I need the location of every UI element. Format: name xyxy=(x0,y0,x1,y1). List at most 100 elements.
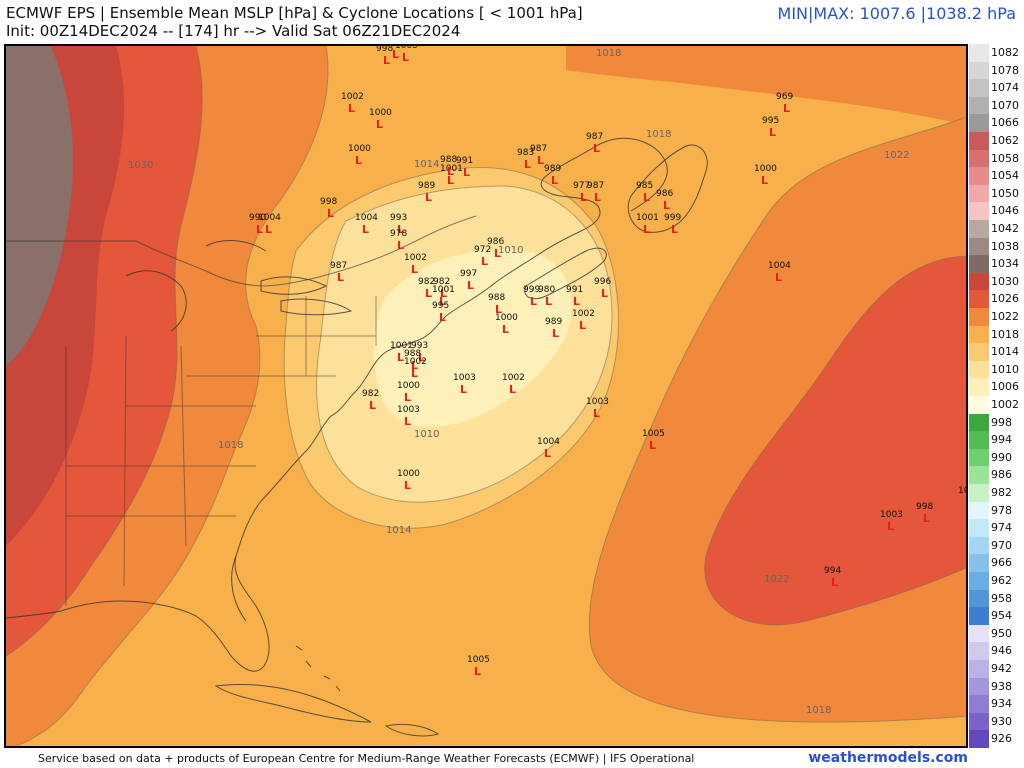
legend-label: 1078 xyxy=(991,63,1019,77)
cyclone-pressure-label: 998 xyxy=(376,46,393,54)
low-pressure-icon: L xyxy=(392,48,399,61)
cyclone-pressure-label: 999 xyxy=(523,285,540,295)
low-pressure-icon: L xyxy=(887,520,894,533)
isobar-label: 1022 xyxy=(764,574,789,585)
isobar-label: 1018 xyxy=(596,48,621,59)
low-pressure-icon: L xyxy=(447,174,454,187)
legend-swatch xyxy=(969,255,989,273)
legend-label: 946 xyxy=(991,644,1012,658)
cyclone-markers: 997L998L1005L1002L1000L1000L989L1001L988… xyxy=(249,46,968,678)
cyclone-pressure-label: 993 xyxy=(411,341,428,351)
cyclone-pressure-label: 988 xyxy=(488,293,505,303)
low-pressure-icon: L xyxy=(831,576,838,589)
legend-swatch xyxy=(969,325,989,344)
cyclone-pressure-label: 986 xyxy=(656,189,673,199)
legend-swatch xyxy=(969,132,989,150)
cyclone-pressure-label: 1000 xyxy=(369,108,392,118)
state-boundaries xyxy=(65,296,377,606)
low-pressure-icon: L xyxy=(411,263,418,276)
legend-label: 938 xyxy=(991,679,1012,693)
low-pressure-icon: L xyxy=(397,239,404,252)
low-pressure-icon: L xyxy=(440,287,447,300)
legend-swatch xyxy=(969,308,989,326)
isobar-label: 1018 xyxy=(646,129,671,140)
low-pressure-icon: L xyxy=(467,279,474,292)
cyclone-pressure-label: 1000 xyxy=(495,313,518,323)
legend-entry: 1046 xyxy=(969,202,1024,220)
isobar-label: 1010 xyxy=(498,245,523,256)
low-pressure-icon: L xyxy=(594,191,601,204)
legend-label: 1010 xyxy=(991,362,1019,376)
cyclone-pressure-label: 1004 xyxy=(355,213,378,223)
legend-swatch xyxy=(969,501,989,520)
cyclone-pressure-label: 972 xyxy=(474,245,491,255)
low-pressure-icon: L xyxy=(649,439,656,452)
coastline-florida xyxy=(231,555,247,622)
legend-entry: 990 xyxy=(969,448,1024,467)
legend-entry: 1030 xyxy=(969,272,1024,291)
legend-label: 1054 xyxy=(991,169,1019,183)
cyclone-pressure-label: 1005 xyxy=(642,429,665,439)
pressure-map: 1018 1018 1022 1030 1014 1010 1010 1018 1014 1022… xyxy=(4,44,968,748)
coastline-us-east xyxy=(60,315,447,672)
coastline-gulf xyxy=(6,610,62,619)
cyclone-pressure-label: 989 xyxy=(544,164,561,174)
isobar-label: 1018 xyxy=(218,440,243,451)
legend-swatch xyxy=(969,61,989,80)
low-pressure-icon: L xyxy=(663,199,670,212)
shade-1026-east xyxy=(704,256,966,625)
legend-swatch xyxy=(969,677,989,696)
isobar-label: 1014 xyxy=(414,159,439,170)
legend-label: 1034 xyxy=(991,257,1019,271)
cyclone-pressure-label: 991 xyxy=(456,156,473,166)
brand-link[interactable]: weathermodels.com xyxy=(808,750,968,766)
low-pressure-icon: L xyxy=(474,665,481,678)
islands-bahamas xyxy=(295,645,341,692)
legend-label: 1062 xyxy=(991,134,1019,147)
legend-label: 962 xyxy=(991,574,1012,587)
low-pressure-icon: L xyxy=(369,399,376,412)
legend-entry: 966 xyxy=(969,554,1024,572)
page-title: ECMWF EPS | Ensemble Mean MSLP [hPa] & C… xyxy=(6,4,583,22)
low-pressure-icon: L xyxy=(643,191,650,204)
credit-text: Service based on data + products of Euro… xyxy=(38,752,695,765)
legend-label: 966 xyxy=(991,556,1012,570)
cyclone-pressure-label: 993 xyxy=(390,213,407,223)
legend-swatch xyxy=(969,149,989,168)
legend-label: 974 xyxy=(991,521,1012,535)
legend-label: 990 xyxy=(991,450,1012,464)
legend-label: 1018 xyxy=(991,327,1019,341)
legend-entry: 1026 xyxy=(969,290,1024,308)
cyclone-pressure-label: 1001 xyxy=(636,213,659,223)
legend-entry: 926 xyxy=(969,730,1024,748)
low-pressure-icon: L xyxy=(965,496,968,509)
cyclone-pressure-label: 995 xyxy=(762,116,779,126)
init-valid-time: Init: 00Z14DEC2024 -- [174] hr --> Valid… xyxy=(6,22,461,40)
coastline-new-england xyxy=(445,137,668,317)
low-pressure-icon: L xyxy=(425,191,432,204)
legend-swatch xyxy=(969,184,989,203)
legend-entry: 934 xyxy=(969,695,1024,713)
legend-swatch xyxy=(969,79,989,97)
cyclone-pressure-label: 1003 xyxy=(453,373,476,383)
legend-swatch xyxy=(969,272,989,291)
legend-label: 986 xyxy=(991,468,1012,482)
legend-label: 978 xyxy=(991,503,1012,517)
